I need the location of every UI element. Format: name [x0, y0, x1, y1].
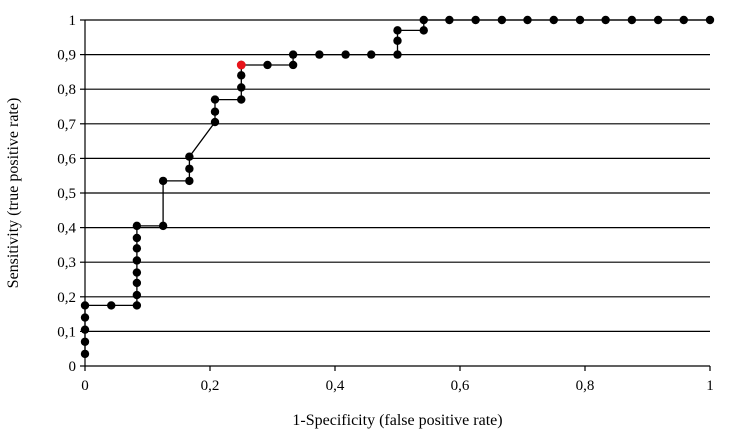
data-point-0: [80, 349, 90, 359]
y-tick-labels: 0 0,1 0,2 0,3 0,4 0,5 0,6 0,7 0,8 0,9 1: [57, 13, 85, 375]
y-tick-label-5: 0,5: [57, 186, 76, 202]
y-tick-label-8: 0,8: [57, 82, 76, 98]
data-point-40: [523, 15, 532, 25]
x-tick-label-0: 0: [81, 378, 89, 394]
y-tick-label-3: 0,3: [57, 255, 76, 271]
data-point-17: [185, 164, 194, 173]
data-point-28: [288, 50, 298, 59]
data-point-37: [445, 15, 454, 25]
data-point-38: [471, 15, 480, 25]
data-point-10: [132, 256, 142, 265]
data-point-4: [80, 301, 90, 310]
data-point-26: [263, 60, 272, 70]
y-tick-label-10: 1: [69, 13, 77, 29]
data-point-30: [341, 50, 350, 59]
data-point-18: [185, 152, 194, 161]
x-tick-label-3: 0,6: [451, 378, 470, 394]
data-point-23: [237, 83, 246, 92]
data-point-13: [132, 221, 142, 231]
y-axis-label: Sensitivity (true positive rate): [5, 98, 22, 289]
data-point-11: [132, 244, 142, 253]
gridlines: [85, 19, 710, 332]
data-point-31: [367, 50, 376, 59]
y-tick-label-6: 0,6: [57, 151, 76, 167]
data-point-20: [210, 107, 220, 116]
y-tick-label-1: 0,1: [57, 324, 76, 340]
data-point-42: [575, 15, 585, 25]
x-tick-label-4: 0,8: [576, 378, 595, 394]
data-point-7: [132, 290, 142, 300]
highlighted-data-point: [236, 60, 246, 70]
data-point-43: [601, 15, 610, 25]
data-point-24: [237, 71, 246, 80]
data-point-45: [653, 15, 663, 25]
x-tick-label-5: 1: [706, 378, 714, 394]
x-tick-label-1: 0,2: [201, 378, 220, 394]
data-point-39: [497, 15, 507, 25]
data-point-2: [80, 325, 90, 334]
data-point-22: [237, 95, 246, 104]
x-axis-label: 1-Specificity (false positive rate): [292, 412, 502, 429]
data-point-5: [107, 301, 116, 310]
data-point-35: [419, 26, 428, 35]
y-tick-label-4: 0,4: [57, 221, 76, 237]
data-point-32: [393, 50, 402, 59]
data-point-9: [132, 268, 142, 277]
roc-series: [80, 15, 715, 359]
data-point-41: [549, 15, 558, 25]
series-line-0: [84, 19, 710, 354]
data-point-16: [185, 176, 194, 186]
data-point-44: [627, 15, 637, 25]
data-point-34: [393, 26, 402, 35]
data-point-36: [419, 15, 428, 25]
data-point-3: [80, 313, 90, 322]
data-point-6: [132, 301, 142, 310]
data-point-33: [393, 36, 402, 45]
data-point-1: [80, 337, 90, 346]
data-point-27: [288, 60, 298, 70]
x-tick-label-2: 0,4: [326, 378, 345, 394]
y-tick-label-9: 0,9: [57, 48, 76, 64]
y-tick-label-0: 0: [69, 359, 77, 375]
data-point-46: [679, 15, 688, 25]
data-point-15: [158, 176, 168, 186]
y-tick-label-7: 0,7: [57, 117, 76, 133]
data-point-12: [132, 233, 142, 243]
data-point-8: [132, 278, 142, 288]
y-tick-label-2: 0,2: [57, 290, 76, 306]
data-point-21: [210, 95, 220, 104]
x-tick-labels: 0 0,2 0,4 0,6 0,8 1: [81, 366, 714, 394]
data-point-47: [705, 15, 715, 25]
data-point-19: [210, 117, 220, 127]
data-point-14: [158, 221, 168, 231]
data-point-29: [315, 50, 324, 59]
